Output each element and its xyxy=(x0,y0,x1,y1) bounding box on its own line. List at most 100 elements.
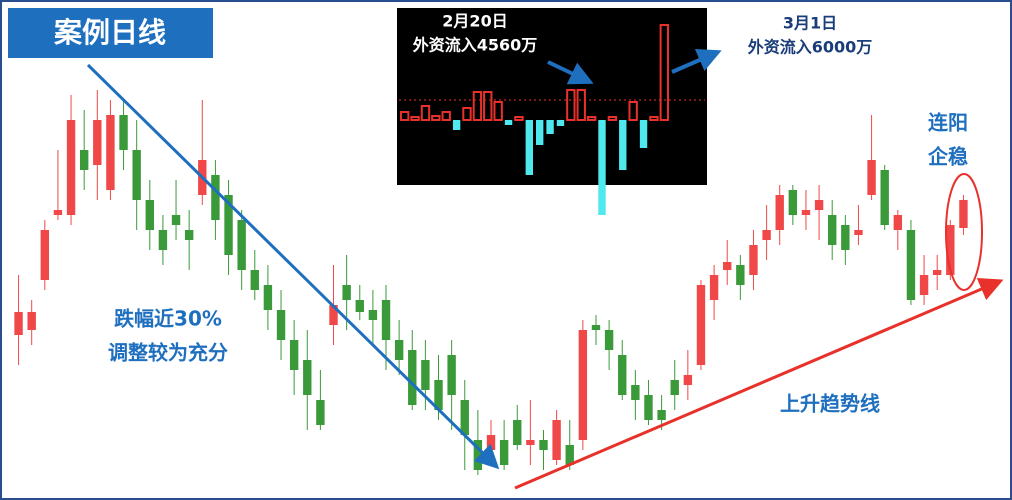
candle-body xyxy=(539,440,548,450)
candle-body xyxy=(381,300,391,340)
candle-body xyxy=(644,395,653,420)
candle-body xyxy=(171,215,181,225)
candle-body xyxy=(959,200,968,228)
flow-bar xyxy=(659,24,669,121)
title-box xyxy=(8,8,213,58)
inset: 2月20日 外资流入4560万 xyxy=(397,8,722,215)
flow-bar xyxy=(420,105,431,121)
flow-bar xyxy=(483,91,493,121)
candle-body xyxy=(526,440,535,445)
flow-bar xyxy=(628,101,638,121)
up-trend-line xyxy=(514,278,1004,490)
candle-body xyxy=(867,160,876,195)
candle-body xyxy=(408,350,417,405)
inset-note: 外资流入6000万 xyxy=(747,38,873,57)
inset-note: 3月1日 xyxy=(783,14,837,33)
flow-bar xyxy=(619,120,627,170)
candle-body xyxy=(303,360,312,395)
highlight-ellipse xyxy=(945,173,983,291)
candle-body xyxy=(919,275,929,295)
candle-body xyxy=(683,375,693,385)
candle-body xyxy=(106,115,115,190)
candle-body xyxy=(486,435,496,450)
candle-body xyxy=(657,410,666,420)
candle-body xyxy=(854,230,863,235)
candle-body xyxy=(460,400,469,435)
candle-body xyxy=(775,195,784,230)
candle-body xyxy=(696,285,706,365)
candle-body xyxy=(93,120,102,165)
candle-body xyxy=(736,265,745,285)
candle-body xyxy=(355,300,364,312)
inset-note: 外资流入4560万 xyxy=(412,36,538,55)
annotation: 调整较为充分 xyxy=(108,341,228,365)
candle-body xyxy=(119,115,128,150)
candle-body xyxy=(670,380,679,395)
candle-body xyxy=(591,325,601,330)
candle-body xyxy=(631,385,640,400)
flow-bar xyxy=(556,120,565,126)
annotation: 上升趋势线 xyxy=(780,392,880,416)
flow-bar xyxy=(431,115,441,121)
candle-body xyxy=(565,445,574,465)
candle-body xyxy=(932,270,942,275)
candle-body xyxy=(421,360,430,390)
flow-bar xyxy=(639,120,648,148)
flow-bar xyxy=(607,116,618,121)
candle-body xyxy=(263,285,273,310)
candle-body xyxy=(513,420,522,445)
flow-bar xyxy=(536,120,544,145)
candle-body xyxy=(552,420,561,460)
candle-body xyxy=(499,440,509,465)
flow-bar xyxy=(525,120,533,175)
candle-body xyxy=(329,305,338,325)
inset-note: 2月20日 xyxy=(442,12,507,31)
flow-bar xyxy=(598,120,606,215)
candle-body xyxy=(237,220,246,270)
candle-body xyxy=(618,355,627,395)
candle-body xyxy=(893,215,903,230)
candle-body xyxy=(53,210,63,215)
candle-body xyxy=(723,262,732,270)
candle-body xyxy=(788,190,798,215)
candle-body xyxy=(158,230,168,250)
candle-body xyxy=(145,200,154,230)
candle-body xyxy=(132,150,141,200)
flow-bar xyxy=(472,91,483,121)
candle-body xyxy=(250,270,259,290)
flow-bar xyxy=(493,101,503,121)
candle-body xyxy=(184,230,194,240)
flow-bar xyxy=(514,116,524,121)
candle-body xyxy=(316,400,325,425)
candle-body xyxy=(946,225,955,275)
candle-body xyxy=(79,150,89,170)
candle-body xyxy=(828,215,837,245)
candle-body xyxy=(66,120,76,215)
flow-bar xyxy=(452,120,461,130)
candle-body xyxy=(604,330,614,350)
flow-bar xyxy=(504,120,513,125)
candle-body xyxy=(14,312,23,335)
candle-body xyxy=(709,275,719,300)
candle-body xyxy=(447,355,456,395)
candle-body xyxy=(368,310,378,320)
candle-body xyxy=(289,340,299,370)
down-trend-line xyxy=(86,63,500,470)
annotation: 连阳 xyxy=(928,111,968,135)
flow-bar xyxy=(441,111,451,121)
flow-bar xyxy=(410,116,420,121)
candle-body xyxy=(801,210,811,215)
candle-body xyxy=(578,330,588,440)
annotation: 跌幅近30% xyxy=(114,307,222,331)
flow-bar xyxy=(566,89,576,121)
annotation: 企稳 xyxy=(927,145,968,169)
candle-body xyxy=(394,340,404,360)
candle-body xyxy=(762,230,771,240)
candle-body xyxy=(749,245,758,275)
flow-bar xyxy=(576,89,586,121)
flow-bar xyxy=(462,107,472,121)
candle-body xyxy=(224,195,233,255)
flow-bar xyxy=(586,116,597,121)
candle-body xyxy=(40,230,50,280)
